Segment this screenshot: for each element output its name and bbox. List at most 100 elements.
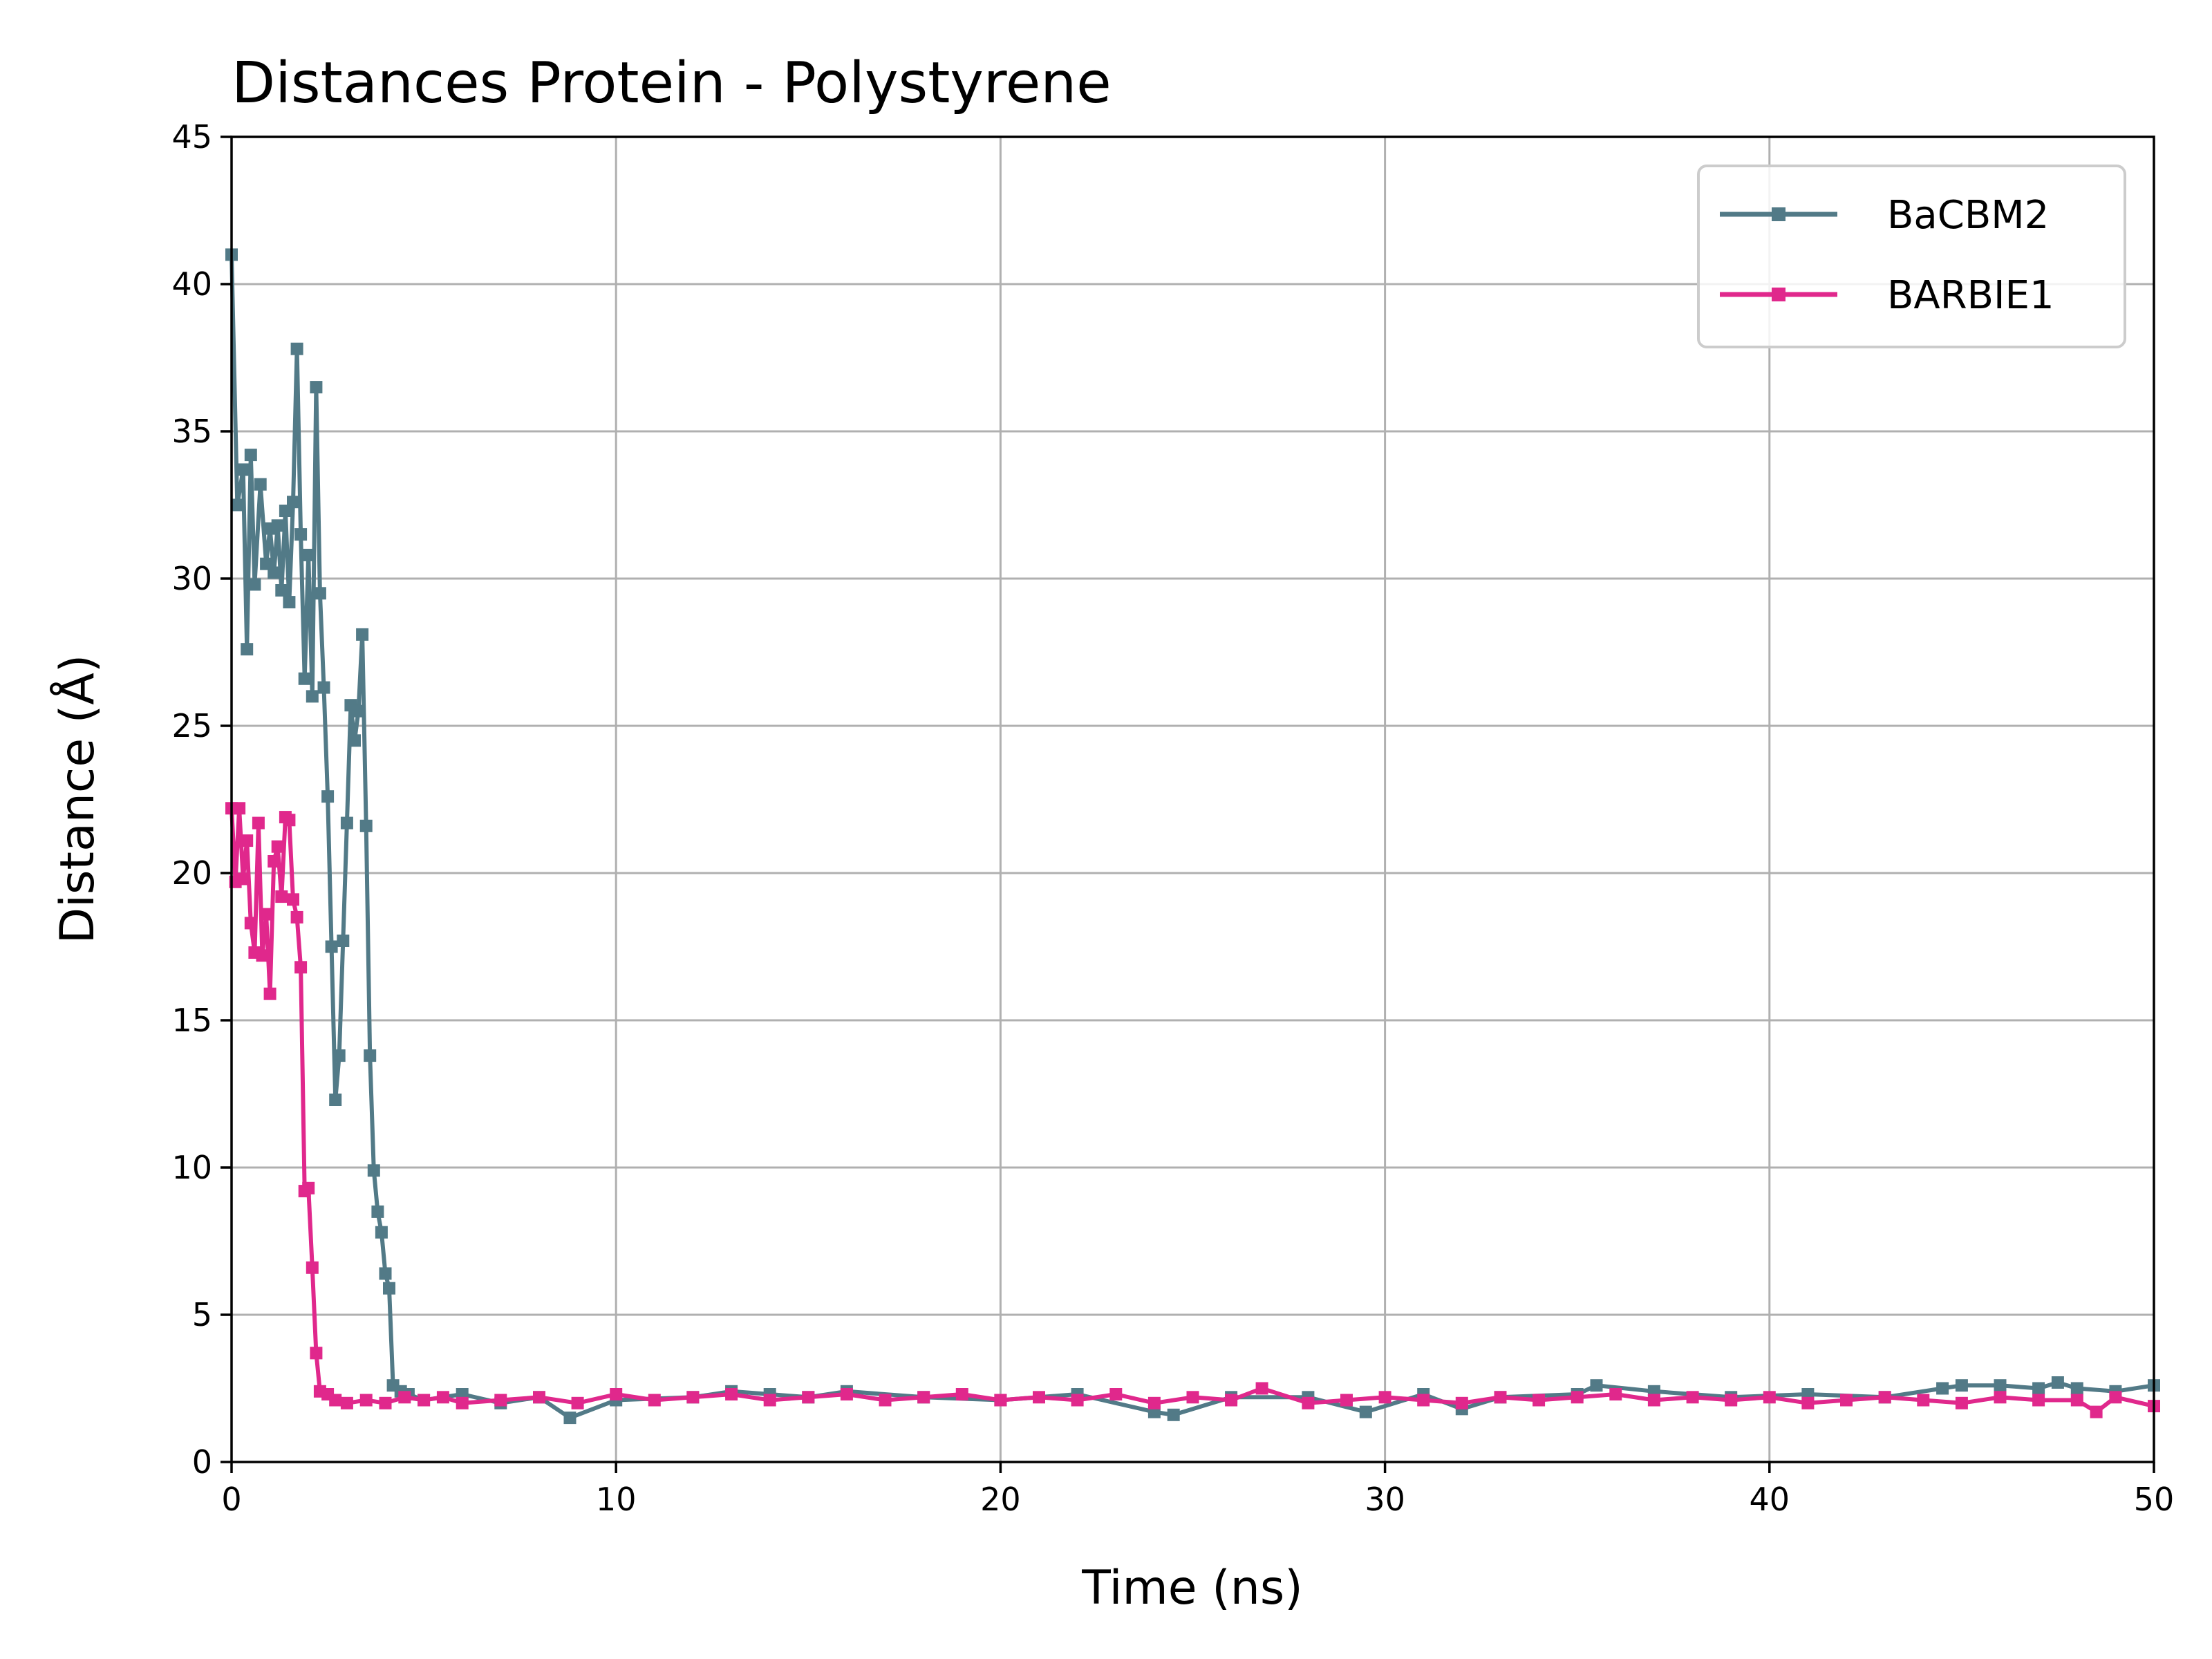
y-tick-label: 0 [192,1443,212,1481]
data-point [332,1049,346,1062]
data-point [325,940,338,953]
data-point [1033,1391,1045,1404]
data-point [298,672,311,685]
data-point [241,834,254,847]
data-point [244,917,257,930]
data-point [1801,1396,1815,1409]
data-point [340,816,353,830]
y-axis-label: Distance (Å) [49,655,105,944]
data-point [302,548,315,561]
y-tick-label: 25 [171,707,212,744]
x-tick-label: 30 [1365,1481,1405,1518]
data-point [352,704,365,718]
x-tick-label: 50 [2134,1481,2175,1518]
data-point [348,734,361,747]
data-point [436,1391,449,1404]
data-point [1378,1391,1391,1404]
data-point [1994,1391,2007,1404]
data-point [1571,1391,1584,1404]
data-point [379,1267,392,1280]
data-point [1167,1408,1180,1421]
series-barbie1 [225,802,2160,1418]
data-point [1590,1379,1603,1392]
y-tick-label: 40 [171,265,212,303]
data-point [994,1394,1007,1407]
data-point [383,1282,395,1295]
data-point [1609,1388,1622,1400]
data-point [359,1394,373,1407]
data-point [287,893,299,906]
x-tick-label: 10 [596,1481,637,1518]
data-point [1725,1394,1738,1407]
data-point [1878,1391,1891,1404]
data-point [1109,1388,1123,1400]
data-point [321,790,335,803]
data-point [533,1391,545,1404]
y-tick-label: 45 [171,118,212,156]
data-point [1917,1394,1930,1407]
data-point [1840,1394,1853,1407]
data-point [290,910,303,924]
data-point [294,528,308,541]
data-point [418,1394,431,1407]
data-point [275,890,288,903]
data-point [1340,1394,1353,1407]
legend-marker-bacbm2 [1772,207,1785,221]
legend: BaCBM2 BARBIE1 [1697,165,2126,348]
data-point [1225,1394,1238,1407]
data-point [1686,1391,1699,1404]
data-point [310,1347,323,1360]
data-point [1936,1382,1949,1395]
data-point [1359,1405,1372,1418]
data-point [1533,1394,1546,1407]
data-point [233,802,246,815]
data-point [398,1391,411,1404]
data-point [375,1226,388,1239]
data-point [686,1391,700,1404]
legend-label-barbie1: BARBIE1 [1887,273,2054,318]
x-tick-label: 40 [1750,1481,1790,1518]
data-point [260,908,273,921]
data-point [294,961,308,974]
data-point [268,855,281,868]
x-tick-label: 0 [221,1481,241,1518]
data-point [1994,1379,2007,1392]
data-point [802,1391,815,1404]
data-point [263,987,276,1000]
data-point [252,816,265,830]
data-point [317,681,330,694]
data-point [371,1205,384,1218]
data-point [563,1412,577,1425]
series-line [229,254,2155,1421]
x-tick-label: 20 [980,1481,1021,1518]
x-axis: 0 10 20 30 40 50 [221,1462,2174,1518]
data-point [244,449,257,462]
data-point [2109,1391,2122,1404]
y-tick-label: 20 [171,854,212,892]
series-bacbm2 [225,248,2160,1425]
data-point [648,1394,661,1407]
data-point [306,1261,319,1274]
y-tick-label: 5 [192,1296,212,1333]
data-point [2032,1394,2045,1407]
data-point [1302,1396,1315,1409]
data-point [955,1388,968,1400]
data-point [2032,1382,2045,1395]
data-point [248,578,261,591]
data-point [283,596,296,609]
data-point [840,1388,853,1400]
data-point [2051,1376,2064,1389]
data-point [254,478,267,491]
data-point [256,949,269,962]
data-point [337,935,350,947]
data-point [236,463,250,476]
x-axis-label: Time (ns) [1081,1561,1303,1615]
y-tick-label: 15 [171,1002,212,1039]
data-point [725,1388,738,1400]
data-point [236,872,250,885]
data-point [879,1394,892,1407]
data-point [340,1396,353,1409]
data-point [610,1388,623,1400]
data-point [1255,1382,1268,1395]
data-point [1455,1396,1468,1409]
